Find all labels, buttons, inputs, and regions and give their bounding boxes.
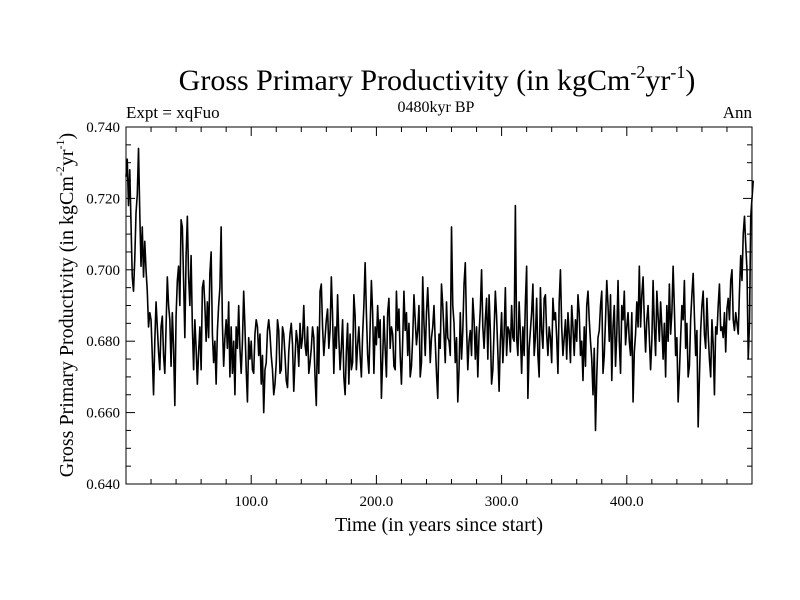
chart-title: Gross Primary Productivity (in kgCm-2yr-… (179, 62, 696, 97)
chart-title-sup2: -1 (670, 62, 685, 82)
x-tick-label: 300.0 (485, 494, 519, 510)
x-tick-label: 200.0 (360, 494, 394, 510)
y-axis-label-sup1: -2 (53, 166, 67, 176)
subtitle-period: 0480kyr BP (398, 99, 475, 116)
y-axis-label-end: ) (56, 133, 78, 140)
y-tick-label: 0.680 (86, 334, 120, 350)
series-line (125, 147, 755, 432)
chart-title-end: ) (685, 64, 695, 97)
y-axis-label-sup2: -1 (53, 139, 67, 149)
y-tick-label: 0.740 (86, 120, 120, 136)
chart-title-main: Gross Primary Productivity (in kgCm (179, 64, 631, 97)
y-axis: 0.640 0.660 0.680 0.700 0.720 0.740 (86, 120, 752, 493)
chart-title-mid: yr (645, 64, 670, 97)
y-axis-label-main: Gross Primary Productivity (in kgCm (56, 176, 78, 478)
subtitle-experiment: Expt = xqFuo (126, 103, 220, 122)
y-tick-label: 0.720 (86, 191, 120, 207)
x-tick-label: 100.0 (234, 494, 268, 510)
y-tick-label: 0.660 (86, 406, 120, 422)
y-axis-label: Gross Primary Productivity (in kgCm-2yr-… (53, 133, 78, 477)
chart-title-sup1: -2 (630, 62, 645, 82)
x-tick-label: 400.0 (610, 494, 644, 510)
y-tick-label: 0.640 (86, 477, 120, 493)
x-axis: 100.0 200.0 300.0 400.0 (150, 127, 728, 510)
y-tick-label: 0.700 (86, 263, 120, 279)
x-axis-label: Time (in years since start) (335, 514, 543, 536)
subtitle-season: Ann (723, 103, 753, 122)
y-axis-label-mid: yr (56, 149, 78, 166)
